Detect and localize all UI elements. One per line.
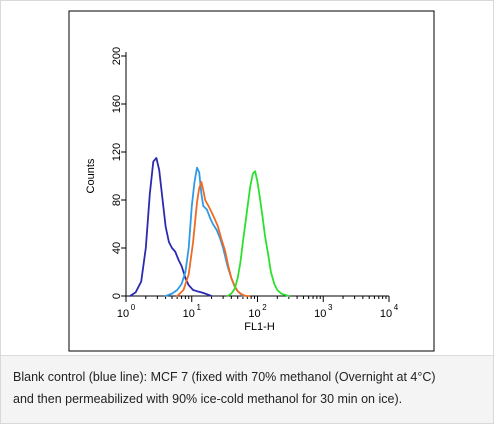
x-tick-exponent: 3 — [328, 303, 333, 312]
x-tick-exponent: 1 — [197, 303, 202, 312]
y-tick-label: 160 — [111, 95, 123, 113]
x-tick-label: 10 — [117, 308, 129, 320]
x-tick-exponent: 2 — [262, 303, 267, 312]
histogram-series-1 — [129, 157, 213, 297]
series-layer — [129, 157, 290, 297]
x-tick-exponent: 0 — [131, 303, 136, 312]
x-tick-label: 10 — [183, 308, 195, 320]
y-tick-label: 40 — [111, 242, 123, 254]
histogram-series-4 — [226, 170, 290, 297]
y-axis-label: Counts — [85, 158, 97, 193]
caption-line-1: Blank control (blue line): MCF 7 (fixed … — [13, 370, 436, 384]
x-tick-label: 10 — [314, 308, 326, 320]
y-tick-label: 200 — [111, 47, 123, 65]
y-tick-label: 0 — [111, 293, 123, 299]
y-tick-label: 80 — [111, 194, 123, 206]
figure-caption: Blank control (blue line): MCF 7 (fixed … — [1, 355, 493, 423]
axes-layer — [121, 52, 390, 302]
caption-line-2: and then permeabilized with 90% ice-cold… — [13, 392, 403, 406]
x-axis-label: FL1-H — [244, 321, 275, 333]
x-tick-label: 10 — [248, 308, 260, 320]
x-tick-label: 10 — [380, 308, 392, 320]
histogram-series-3 — [176, 181, 251, 297]
chart-image-panel: 0 40 80 120 160 200 10 0 10 1 10 2 10 3 10 4 FL1-H Counts — [1, 1, 493, 355]
x-tick-exponent: 4 — [394, 303, 399, 312]
y-tick-label: 120 — [111, 143, 123, 161]
